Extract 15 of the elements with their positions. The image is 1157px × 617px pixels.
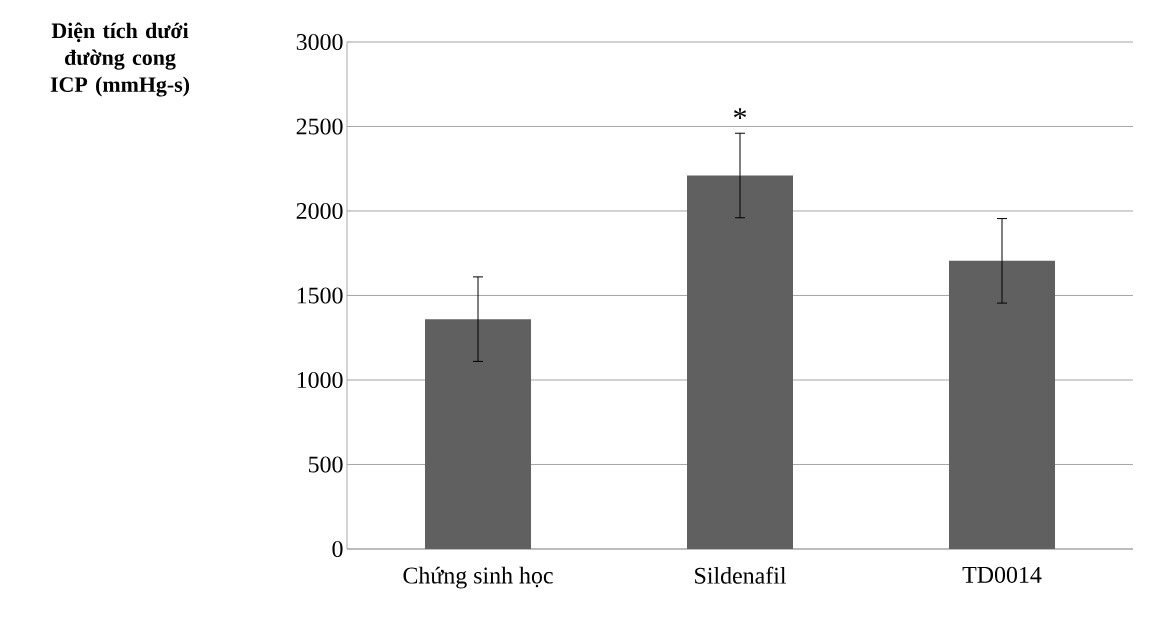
y-tick-label: 0 [332, 540, 343, 558]
x-tick-label: TD0014 [962, 566, 1042, 583]
y-tick-label: 2000 [296, 202, 343, 220]
y-tick-label: 1000 [297, 371, 343, 389]
x-tick-label: Chứng sinh học [403, 566, 553, 589]
bar [687, 175, 794, 549]
bar [949, 260, 1056, 549]
y-tick-label: 500 [309, 456, 343, 473]
bar [425, 319, 532, 549]
annotation: * [733, 108, 747, 120]
x-tick-label: Sildenafil [695, 566, 787, 584]
y-tick-label: 3000 [296, 33, 343, 51]
y-tick-label: 1500 [297, 287, 343, 304]
y-tick-label: 2500 [296, 118, 343, 135]
y-axis-title: Diện tích dưới đường cong ICP (mmHg-s) [50, 22, 190, 97]
